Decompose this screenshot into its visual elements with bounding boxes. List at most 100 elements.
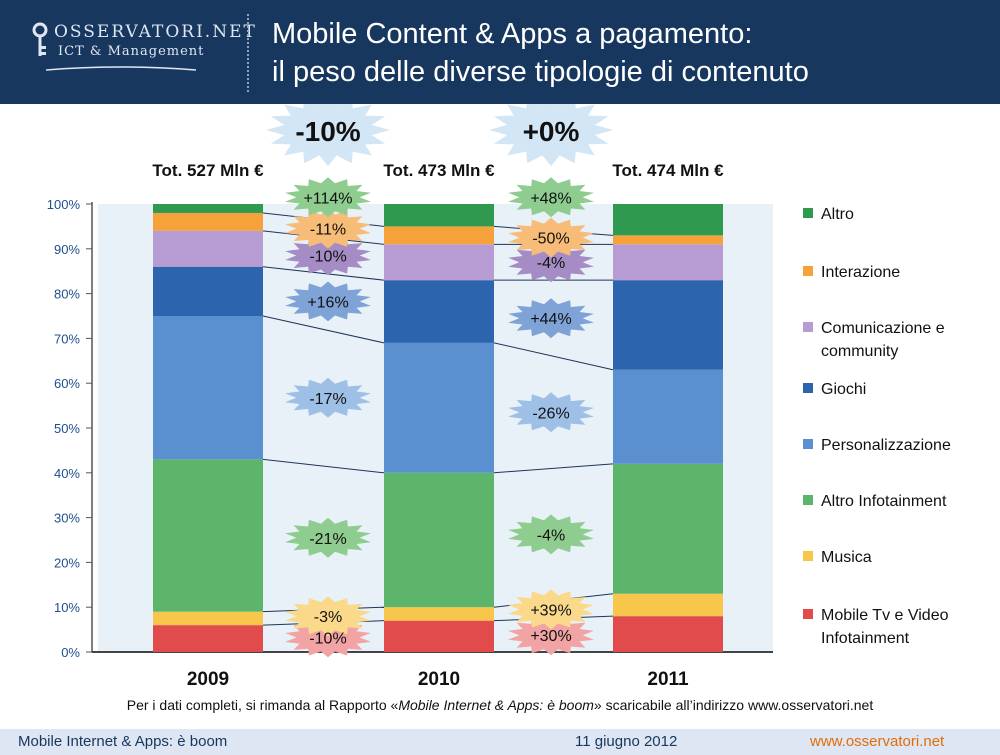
series-change-burst	[285, 208, 371, 249]
legend-swatch	[803, 551, 813, 561]
header-separator	[247, 14, 249, 92]
total-change-burst	[266, 104, 390, 166]
bar-segment	[384, 280, 494, 343]
bar-segment	[384, 472, 494, 608]
chart-legend: Altro Interazione Comunicazione e community…	[803, 206, 951, 647]
series-change-label: +44%	[530, 311, 571, 328]
y-tick-label: 40%	[54, 466, 80, 481]
bar-segment	[613, 280, 723, 370]
series-change-label: +114%	[303, 190, 352, 207]
series-change-burst	[508, 615, 594, 656]
bar-segment	[153, 611, 263, 626]
legend-swatch	[803, 439, 813, 449]
series-change-label: -26%	[532, 405, 569, 422]
bar-segment	[384, 342, 494, 473]
chart-bursts	[266, 104, 613, 658]
series-change-burst	[285, 517, 371, 558]
total-label: Tot. 474 Mln €	[612, 161, 724, 180]
y-tick-label: 10%	[54, 600, 80, 615]
series-change-burst	[285, 377, 371, 418]
series-change-burst	[508, 589, 594, 630]
connector-line	[493, 463, 614, 474]
legend-label: Altro Infotainment	[821, 493, 947, 510]
footer-site-link[interactable]: www.osservatori.net	[810, 733, 945, 750]
total-label: Tot. 473 Mln €	[383, 161, 495, 180]
footer-date: 11 giugno 2012	[575, 733, 678, 750]
x-tick-label: 2011	[647, 669, 689, 690]
legend-label: Comunicazione e	[821, 320, 945, 337]
series-change-burst	[508, 242, 594, 283]
series-change-burst	[508, 177, 594, 218]
series-change-label: +16%	[307, 294, 348, 311]
chart-labels: 2009 Tot. 527 Mln € 2010 Tot. 473 Mln € 2011…	[152, 116, 724, 690]
bar-segment	[613, 244, 723, 281]
connector-line	[493, 342, 614, 371]
chart-bands	[98, 204, 773, 652]
stacked-bar-chart: 0% 10% 20% 30% 40% 50% 60% 70% 80% 90% 100% 2009 To…	[47, 104, 951, 690]
bar-segment	[153, 625, 263, 652]
bar-segment	[613, 204, 723, 236]
connector-line	[262, 315, 385, 344]
legend-label: Musica	[821, 549, 872, 566]
y-tick-label: 60%	[54, 376, 80, 391]
chart-bars	[153, 204, 723, 652]
legend-swatch	[803, 609, 813, 619]
series-change-burst	[285, 596, 371, 637]
footer-note: Per i dati completi, si rimanda al Rappo…	[0, 697, 1000, 713]
bar-segment	[153, 266, 263, 316]
bar-segment	[153, 230, 263, 267]
x-tick-label: 2009	[187, 669, 229, 690]
bar-segment	[384, 204, 494, 227]
legend-swatch	[803, 322, 813, 332]
series-change-burst	[285, 177, 371, 218]
series-change-burst	[508, 217, 594, 258]
y-tick-label: 0%	[61, 645, 80, 660]
series-change-label: -11%	[310, 222, 346, 239]
legend-label: Personalizzazione	[821, 437, 951, 454]
bar-segment	[613, 463, 723, 594]
series-change-label: -10%	[309, 249, 346, 266]
logo-swoosh	[46, 66, 196, 71]
legend-swatch	[803, 383, 813, 393]
legend-swatch	[803, 208, 813, 218]
legend-swatch	[803, 495, 813, 505]
y-tick-label: 80%	[54, 287, 80, 302]
series-change-label: -3%	[314, 609, 342, 626]
footer-report-title: Mobile Internet & Apps: è boom	[18, 733, 228, 750]
chart-band	[263, 204, 384, 652]
bar-segment	[153, 316, 263, 460]
footer-note-post: » scaricabile all’indirizzo www.osservat…	[593, 697, 874, 713]
series-change-label: +30%	[530, 628, 571, 645]
bar-segment	[613, 235, 723, 245]
bar-segment	[613, 616, 723, 652]
bar-segment	[613, 593, 723, 617]
key-icon	[32, 22, 48, 56]
bar-segment	[153, 459, 263, 612]
legend-swatch	[803, 266, 813, 276]
y-tick-label: 20%	[54, 555, 80, 570]
series-change-burst	[508, 514, 594, 555]
title-line-1: Mobile Content & Apps a pagamento:	[272, 18, 753, 50]
series-change-label: -50%	[532, 231, 569, 248]
bar-segment	[384, 244, 494, 281]
total-change-label: -10%	[295, 116, 360, 147]
bar-segment	[384, 607, 494, 621]
page-title: Mobile Content & Apps a pagamento: il pe…	[272, 15, 809, 91]
chart-band	[723, 204, 773, 652]
legend-label: Giochi	[821, 381, 866, 398]
total-change-label: +0%	[523, 116, 580, 147]
title-line-2: il peso delle diverse tipologie di conte…	[272, 56, 809, 88]
bar-segment	[613, 369, 723, 464]
legend-label: Infotainment	[821, 630, 910, 647]
x-tick-label: 2010	[418, 669, 460, 690]
y-tick-label: 70%	[54, 331, 80, 346]
bar-segment	[384, 226, 494, 245]
series-change-label: -10%	[309, 630, 346, 647]
series-change-burst	[285, 281, 371, 322]
y-tick-label: 50%	[54, 421, 80, 436]
y-tick-label: 100%	[47, 197, 81, 212]
legend-label: Mobile Tv e Video	[821, 607, 949, 624]
logo-subtitle: ICT & Management	[58, 44, 205, 59]
series-change-burst	[508, 392, 594, 433]
legend-label: Altro	[821, 206, 854, 223]
